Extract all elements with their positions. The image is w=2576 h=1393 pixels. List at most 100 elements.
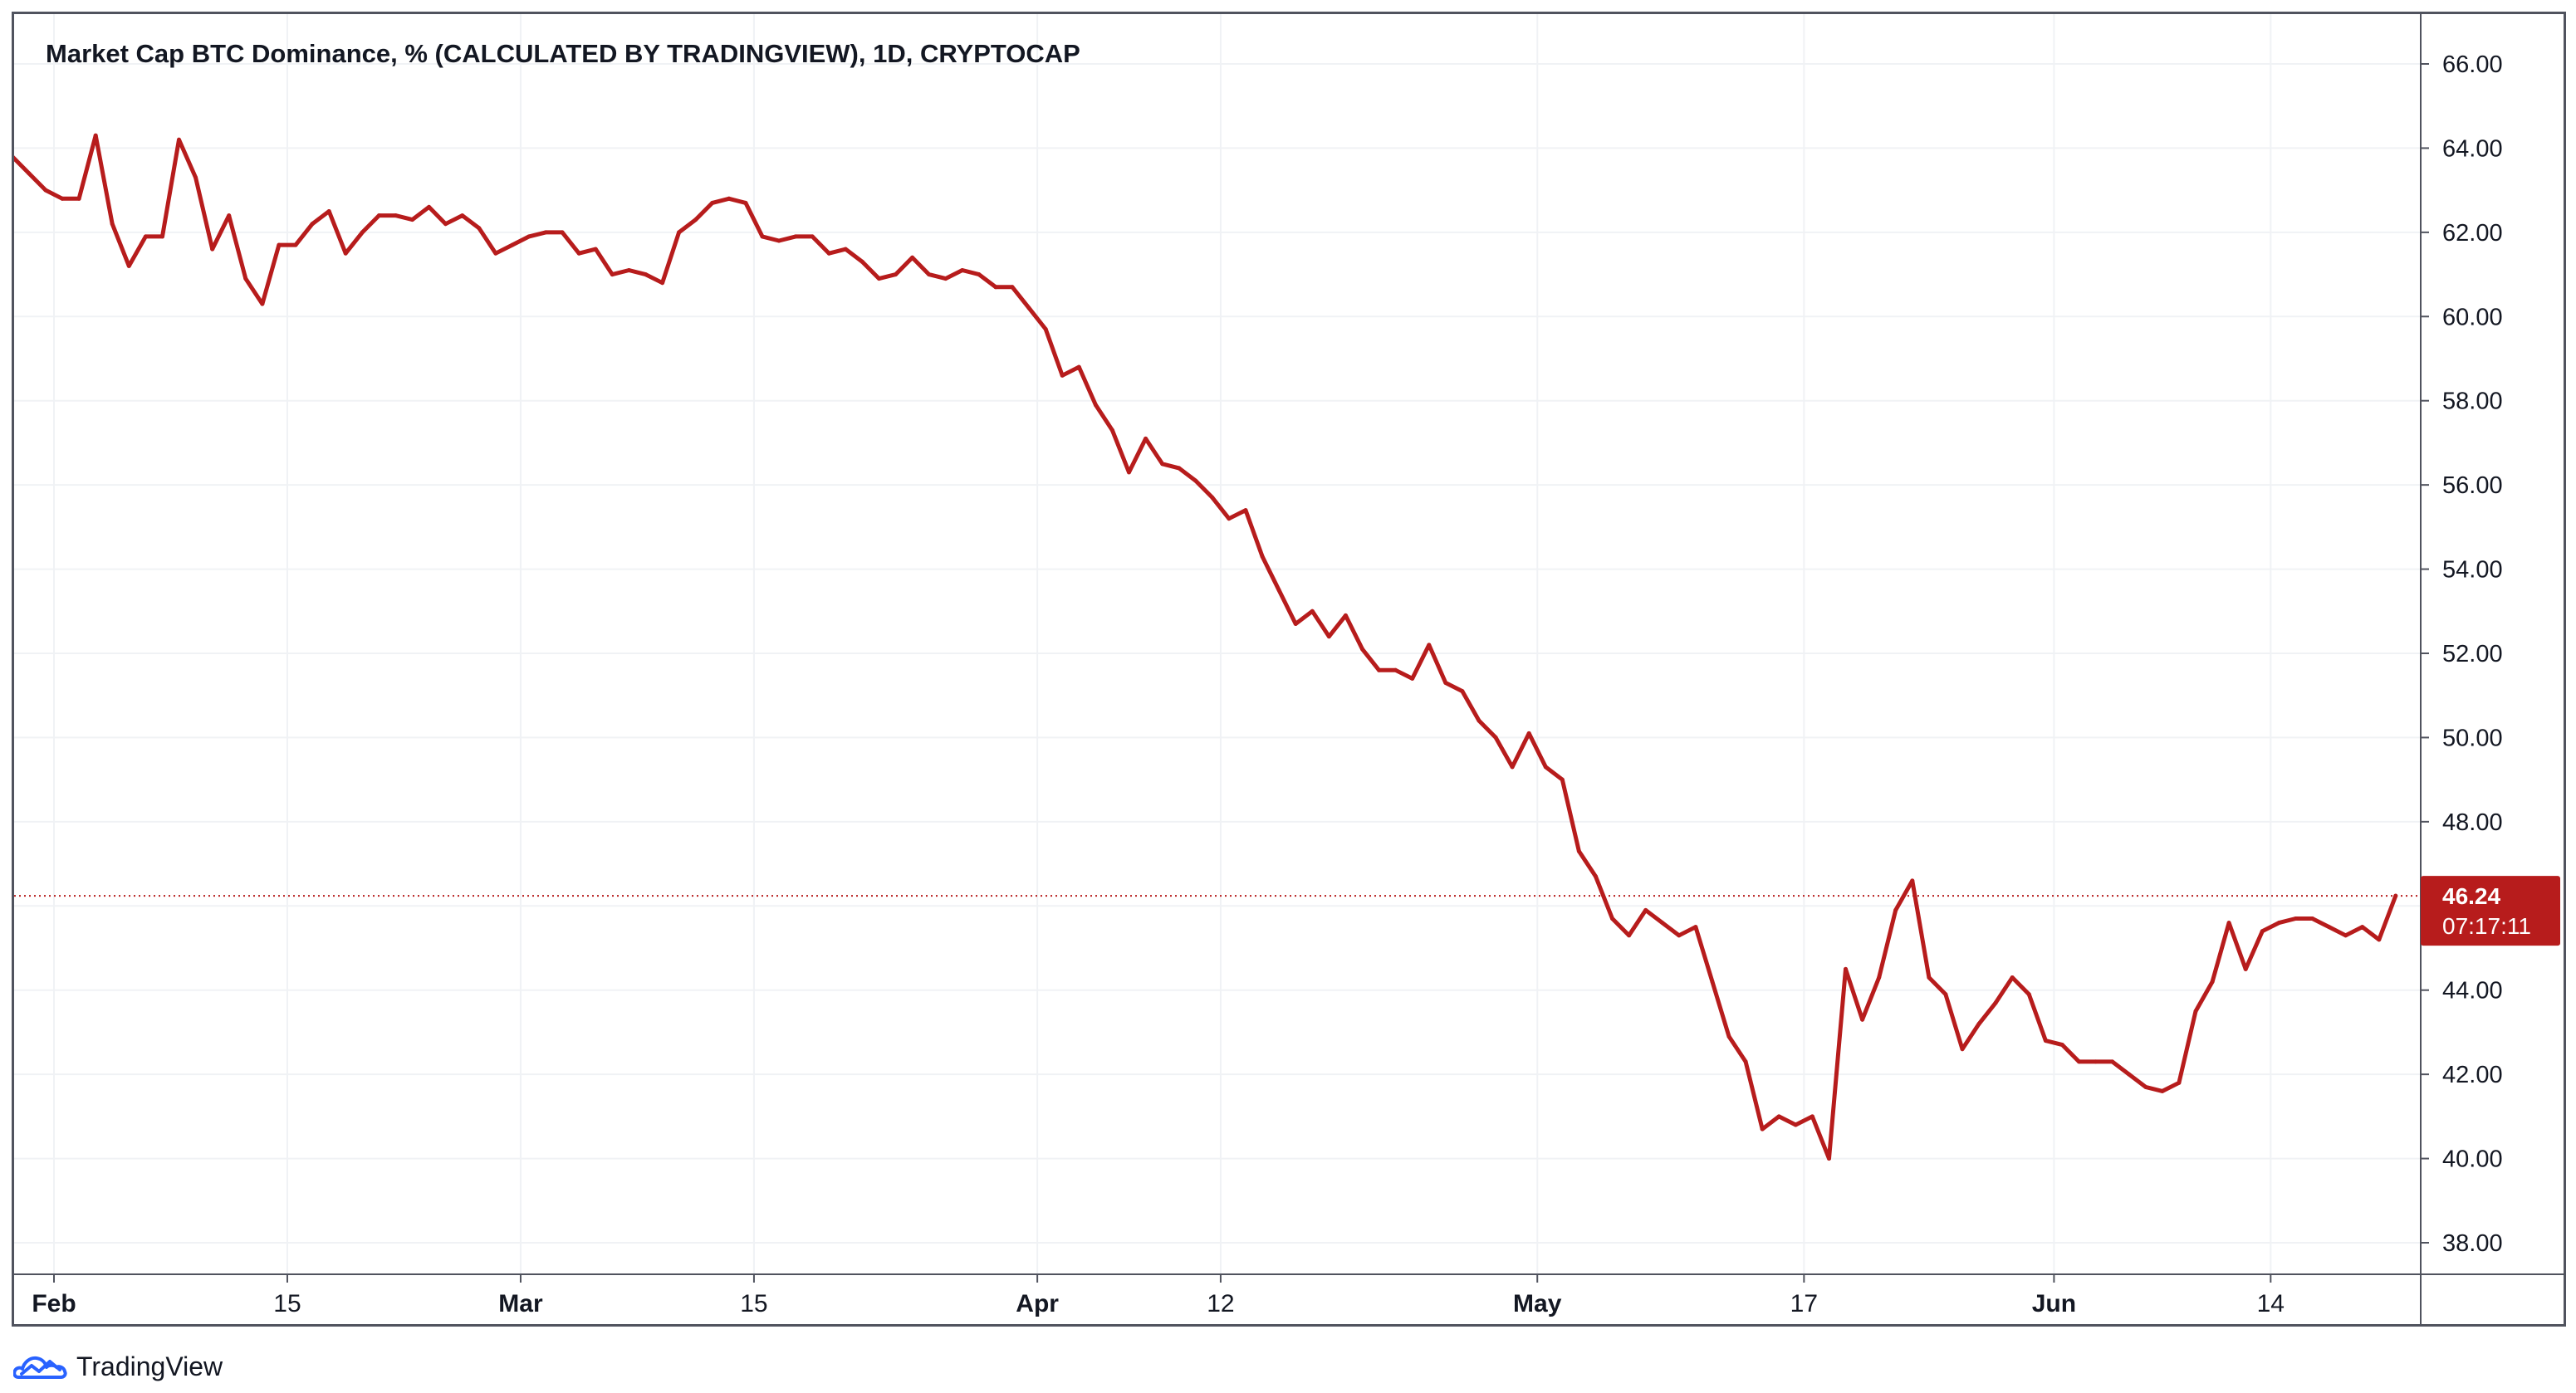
- tradingview-cloud-icon: [13, 1356, 67, 1379]
- axis-layer: [14, 14, 2564, 1324]
- data-point: [1260, 554, 1265, 559]
- data-point: [310, 222, 315, 227]
- data-point: [2177, 1080, 2182, 1085]
- countdown-text: 07:17:11: [2442, 913, 2531, 939]
- price-axis[interactable]: 66.00 64.00 62.00 60.00 58.00 56.00 54.00 52.00…: [2421, 51, 2503, 1257]
- y-tick-label: 60.00: [2442, 304, 2503, 330]
- data-point: [1993, 1000, 1998, 1005]
- data-point: [1860, 1017, 1865, 1022]
- data-point: [1393, 667, 1398, 672]
- data-point: [1276, 588, 1281, 593]
- data-point: [1193, 478, 1198, 483]
- data-point: [326, 209, 331, 213]
- y-tick-label: 48.00: [2442, 809, 2503, 836]
- data-point: [1660, 921, 1665, 926]
- data-point: [43, 188, 48, 193]
- data-point: [644, 272, 648, 277]
- data-point: [1543, 765, 1548, 770]
- data-point: [1377, 667, 1382, 672]
- data-point: [1560, 777, 1565, 782]
- data-point: [2293, 916, 2298, 921]
- data-point: [2143, 1084, 2148, 1089]
- data-point: [1227, 516, 1232, 521]
- data-point: [977, 272, 982, 277]
- data-point: [826, 251, 831, 256]
- y-tick-label: 42.00: [2442, 1062, 2503, 1088]
- data-point: [510, 242, 515, 247]
- data-point: [1343, 613, 1348, 618]
- data-point: [2260, 929, 2265, 934]
- data-point: [1877, 975, 1882, 980]
- data-point: [1210, 495, 1215, 500]
- data-point: [1760, 1127, 1765, 1132]
- data-point: [393, 213, 398, 218]
- data-point: [1976, 1021, 1981, 1026]
- y-tick-label: 62.00: [2442, 220, 2503, 247]
- data-point: [2043, 1039, 2048, 1044]
- data-point: [2377, 937, 2382, 942]
- data-point: [2127, 1072, 2132, 1077]
- chart-svg[interactable]: 66.00 64.00 62.00 60.00 58.00 56.00 54.00 52.00…: [14, 14, 2564, 1324]
- data-point: [543, 230, 548, 235]
- data-point: [93, 133, 98, 138]
- tradingview-brand[interactable]: TradingView: [13, 1347, 223, 1386]
- data-point: [810, 234, 815, 239]
- y-tick-label: 52.00: [2442, 641, 2503, 667]
- data-point: [2094, 1059, 2099, 1064]
- data-point: [2110, 1059, 2115, 1064]
- data-point: [2276, 921, 2281, 926]
- data-point: [610, 272, 615, 277]
- data-point: [277, 242, 282, 247]
- data-point: [76, 196, 81, 201]
- data-point: [2343, 933, 2348, 938]
- data-point: [1610, 916, 1614, 921]
- data-point: [1493, 735, 1498, 740]
- y-tick-label: 56.00: [2442, 472, 2503, 499]
- data-point: [1410, 676, 1415, 681]
- data-point: [477, 226, 482, 231]
- data-point: [1144, 436, 1148, 441]
- data-point: [1810, 1114, 1814, 1119]
- data-point: [743, 200, 748, 205]
- data-point: [1910, 878, 1915, 883]
- x-tick-label: 12: [1207, 1290, 1234, 1317]
- data-point: [2059, 1043, 2064, 1048]
- data-point: [360, 230, 365, 235]
- data-point: [1243, 508, 1248, 513]
- last-value-text: 46.24: [2442, 883, 2500, 909]
- chart-title: Market Cap BTC Dominance, % (CALCULATED …: [46, 39, 1080, 68]
- data-point: [943, 276, 948, 281]
- y-tick-label: 38.00: [2442, 1230, 2503, 1257]
- brand-name: TradingView: [76, 1351, 223, 1381]
- data-point: [1627, 933, 1632, 938]
- data-point: [1510, 765, 1515, 770]
- data-point: [260, 301, 265, 306]
- data-point: [1360, 647, 1364, 652]
- data-point: [2193, 1009, 2198, 1014]
- data-point: [1844, 966, 1848, 971]
- data-point: [927, 272, 932, 277]
- data-point: [576, 251, 581, 256]
- x-tick-label: 15: [273, 1290, 301, 1317]
- data-point: [1109, 428, 1114, 433]
- y-tick-label: 58.00: [2442, 389, 2503, 415]
- data-point: [27, 171, 32, 176]
- data-point: [1310, 609, 1315, 613]
- data-point: [859, 259, 864, 264]
- data-point: [410, 218, 414, 222]
- data-point: [210, 247, 215, 252]
- y-tick-label: 66.00: [2442, 51, 2503, 78]
- data-point: [1927, 975, 1932, 980]
- time-axis[interactable]: Feb 15 Mar 15 Apr 12 May 17 Jun 14: [32, 1274, 2285, 1317]
- series-line[interactable]: [14, 133, 2398, 1161]
- y-tick-label: 64.00: [2442, 135, 2503, 162]
- y-tick-label: 40.00: [2442, 1146, 2503, 1173]
- data-point: [1076, 364, 1081, 369]
- last-value-label: 46.24 07:17:11: [2421, 876, 2560, 946]
- data-point: [593, 247, 598, 252]
- data-point: [143, 234, 148, 239]
- grid-layer: [14, 14, 2421, 1274]
- data-point: [1160, 462, 1165, 467]
- data-point: [443, 222, 448, 227]
- data-point: [776, 238, 781, 243]
